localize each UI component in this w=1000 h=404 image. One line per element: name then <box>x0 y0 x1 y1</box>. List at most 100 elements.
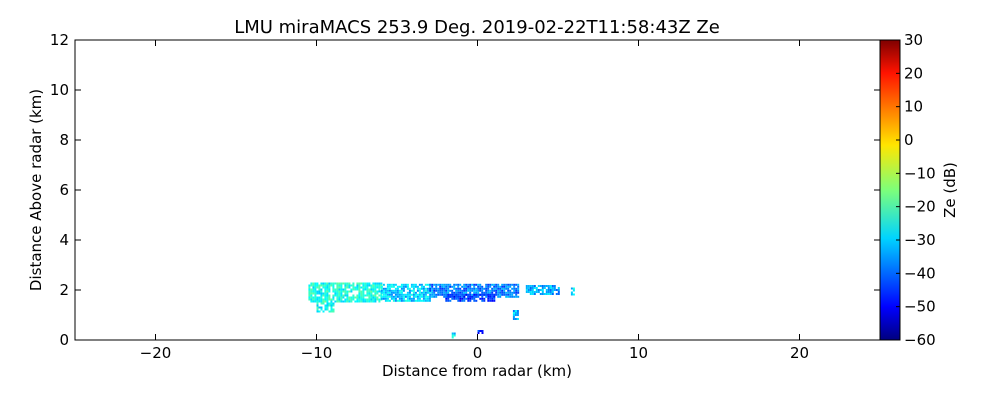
echo-cell <box>525 289 528 291</box>
echo-cell <box>328 288 331 291</box>
echo-cell <box>514 314 517 316</box>
echo-cell <box>499 293 502 296</box>
echo-cell <box>445 285 448 288</box>
echo-cell <box>392 297 395 300</box>
echo-cell <box>380 282 383 285</box>
echo-cell <box>515 287 518 290</box>
echo-cell <box>479 293 482 296</box>
echo-cell <box>374 284 377 287</box>
echo-region <box>445 293 496 302</box>
echo-cell <box>471 289 474 292</box>
echo-cell <box>400 299 403 302</box>
echo-cell <box>326 294 329 297</box>
echo-cell <box>320 294 323 297</box>
echo-cell <box>453 295 456 298</box>
echo-cell <box>418 291 421 294</box>
echo-cell <box>376 290 379 293</box>
echo-cell <box>422 293 425 296</box>
echo-cell <box>451 334 454 337</box>
echo-cell <box>541 289 544 291</box>
echo-cell <box>400 291 403 294</box>
echo-cell <box>408 293 411 296</box>
echo-cell <box>314 300 317 303</box>
echo-cell <box>368 300 371 303</box>
echo-cell <box>338 288 341 291</box>
echo-cell <box>336 296 339 299</box>
echo-cell <box>441 287 444 290</box>
echo-cell <box>388 287 391 290</box>
x-tick-label: 0 <box>473 344 483 362</box>
echo-cell <box>475 299 478 302</box>
echo-cell <box>312 286 315 289</box>
echo-cell <box>358 294 361 297</box>
echo-cell <box>461 291 464 294</box>
echo-cell <box>515 293 518 296</box>
echo-cell <box>336 286 339 289</box>
echo-cell <box>344 284 347 287</box>
echo-cell <box>481 285 484 288</box>
echo-cell <box>487 289 490 292</box>
echo-cell <box>473 283 476 286</box>
echo-cell <box>338 298 341 301</box>
echo-cell <box>308 288 311 291</box>
echo-cell <box>326 290 329 293</box>
echo-cell <box>570 291 573 294</box>
echo-cell <box>314 288 317 291</box>
echo-cell <box>553 285 556 287</box>
y-tick-label: 4 <box>59 231 69 249</box>
echo-cell <box>570 287 573 290</box>
echo-cell <box>320 308 323 311</box>
echo-cell <box>426 299 429 302</box>
echo-cell <box>308 292 311 295</box>
echo-cell <box>489 285 492 288</box>
echo-cell <box>406 299 409 302</box>
echo-cell <box>380 289 383 292</box>
echo-region <box>570 287 575 296</box>
echo-cell <box>370 290 373 293</box>
echo-cell <box>356 284 359 287</box>
echo-cell <box>352 288 355 291</box>
echo-cell <box>469 287 472 290</box>
x-tick-label: −20 <box>140 344 172 362</box>
echo-cell <box>447 293 450 296</box>
echo-cell <box>489 289 492 292</box>
echo-cell <box>418 295 421 298</box>
echo-cell <box>475 289 478 292</box>
echo-cell <box>358 282 361 285</box>
echo-cell <box>318 296 321 299</box>
echo-cell <box>487 285 490 288</box>
echo-cell <box>443 287 446 290</box>
echo-cell <box>529 287 532 289</box>
echo-cell <box>513 283 516 286</box>
echo-cell <box>348 290 351 293</box>
echo-cell <box>312 298 315 301</box>
echo-cell <box>316 286 319 289</box>
echo-cell <box>336 288 339 291</box>
echo-cell <box>513 285 516 288</box>
echo-cell <box>457 287 460 290</box>
echo-cell <box>459 299 462 302</box>
echo-cell <box>441 289 444 292</box>
echo-cell <box>324 298 327 301</box>
echo-cell <box>471 287 474 290</box>
echo-cell <box>388 285 391 288</box>
echo-cell <box>366 290 369 293</box>
echo-cell <box>435 287 438 290</box>
echo-cell <box>358 284 361 287</box>
echo-cell <box>326 296 329 299</box>
echo-cell <box>380 284 383 287</box>
echo-cell <box>451 285 454 288</box>
echo-cell <box>443 295 446 298</box>
echo-cell <box>505 287 508 290</box>
echo-cell <box>342 282 345 285</box>
echo-cell <box>503 291 506 294</box>
echo-cell <box>392 283 395 286</box>
echo-cell <box>507 287 510 290</box>
echo-cell <box>535 289 538 291</box>
echo-cell <box>424 283 427 286</box>
echo-cell <box>422 287 425 290</box>
echo-cell <box>422 297 425 300</box>
echo-cell <box>477 295 480 298</box>
echo-cell <box>386 283 389 286</box>
echo-cell <box>447 283 450 286</box>
